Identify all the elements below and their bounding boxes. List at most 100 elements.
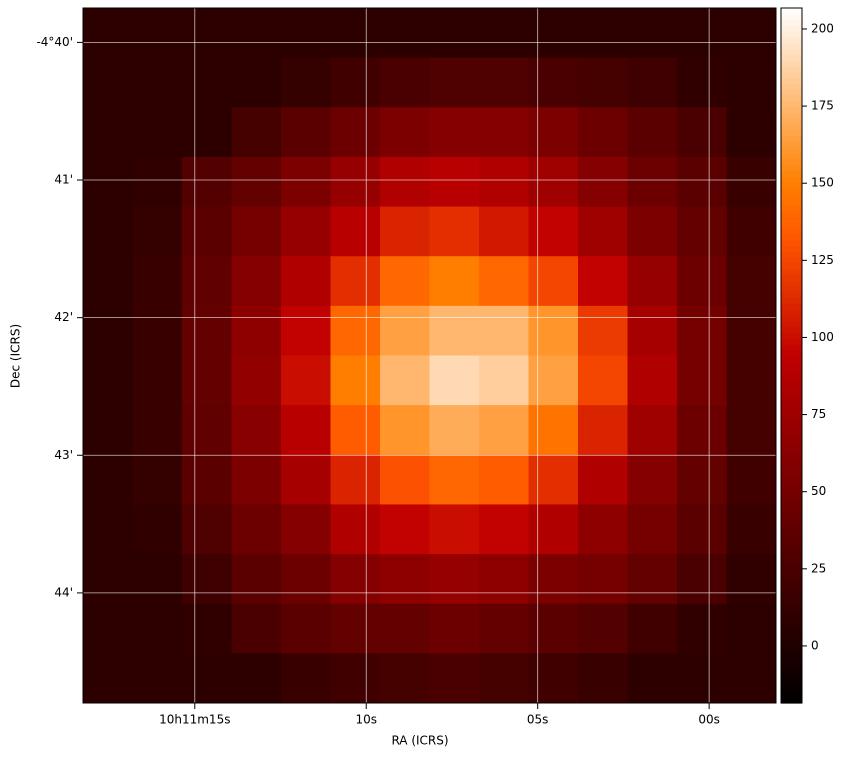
cell	[182, 504, 232, 555]
cell	[182, 355, 232, 406]
cell	[578, 554, 628, 605]
colorbar-segment	[781, 488, 802, 496]
cell	[132, 107, 183, 158]
cell	[132, 603, 183, 654]
cell	[677, 603, 727, 654]
cell	[479, 57, 529, 108]
cell	[330, 355, 381, 406]
cell	[528, 206, 579, 257]
colorbar-segment	[781, 372, 802, 380]
cell	[479, 256, 529, 307]
colorbar-segment	[781, 199, 802, 206]
colorbar-segment	[781, 54, 802, 61]
colorbar-segment	[781, 419, 802, 426]
cell	[726, 405, 777, 456]
colorbar-segment	[781, 367, 802, 374]
cell	[528, 305, 579, 356]
colorbar-segment	[781, 48, 802, 55]
colorbar-segment	[781, 123, 802, 131]
cell	[83, 8, 133, 59]
colorbar-segment	[781, 158, 802, 165]
cell	[380, 554, 430, 605]
cell	[83, 504, 133, 555]
cell	[677, 305, 727, 356]
colorbar-segment	[781, 187, 802, 194]
cell	[330, 256, 381, 307]
cell	[330, 653, 381, 704]
cell	[726, 57, 777, 108]
colorbar-segment	[781, 598, 802, 606]
colorbar-segment	[781, 326, 802, 333]
cell	[231, 454, 282, 505]
colorbar-segment	[781, 482, 802, 490]
cell	[182, 305, 232, 356]
colorbar-segment	[781, 222, 802, 229]
cell	[330, 305, 381, 356]
cell	[677, 57, 727, 108]
y-tick-label: 44'	[54, 585, 73, 599]
cell	[132, 8, 183, 59]
cell	[83, 305, 133, 356]
colorbar-segment	[781, 616, 802, 623]
cell	[429, 206, 480, 257]
colorbar-segment	[781, 604, 802, 611]
cell	[132, 454, 183, 505]
colorbar-segment	[781, 453, 802, 461]
cell	[231, 603, 282, 654]
cell	[726, 206, 777, 257]
colorbar-segment	[781, 193, 802, 200]
colorbar-segment	[781, 71, 802, 79]
cell	[281, 57, 331, 108]
cell	[380, 454, 430, 505]
colorbar-tick-label: 175	[811, 99, 834, 113]
cell	[231, 8, 282, 59]
cell	[132, 504, 183, 555]
cell	[182, 454, 232, 505]
cell	[578, 256, 628, 307]
cell	[380, 355, 430, 406]
colorbar-segment	[781, 384, 802, 391]
cell	[330, 554, 381, 605]
cell	[479, 8, 529, 59]
cell	[83, 256, 133, 307]
y-tick-label: 43'	[54, 448, 73, 462]
cell	[677, 8, 727, 59]
cell	[429, 256, 480, 307]
cell	[627, 256, 678, 307]
cell	[627, 206, 678, 257]
cell	[182, 405, 232, 456]
cell	[726, 8, 777, 59]
cell	[528, 107, 579, 158]
cell	[83, 57, 133, 108]
cell	[479, 305, 529, 356]
colorbar-tick-label: 125	[811, 253, 834, 267]
cell	[182, 256, 232, 307]
cell	[627, 156, 678, 208]
cell	[479, 405, 529, 456]
y-tick-label: 41'	[54, 173, 73, 187]
cell	[528, 156, 579, 208]
cell	[132, 206, 183, 257]
colorbar-tick-label: 150	[811, 176, 834, 190]
cell	[330, 57, 381, 108]
colorbar-segment	[781, 436, 802, 443]
cell	[281, 454, 331, 505]
cell	[627, 57, 678, 108]
cell	[182, 206, 232, 257]
cell	[578, 305, 628, 356]
colorbar-segment	[781, 349, 802, 357]
cell	[479, 554, 529, 605]
cell	[281, 603, 331, 654]
cell	[627, 8, 678, 59]
cell	[578, 454, 628, 505]
colorbar-segment	[781, 685, 802, 693]
cell	[132, 405, 183, 456]
colorbar-segment	[781, 401, 802, 409]
colorbar-tick-label: 100	[811, 330, 834, 344]
colorbar-segment	[781, 506, 802, 513]
colorbar-segment	[781, 529, 802, 536]
cell	[627, 653, 678, 704]
colorbar-segment	[781, 430, 802, 438]
colorbar-segment	[781, 471, 802, 478]
cell	[182, 653, 232, 704]
